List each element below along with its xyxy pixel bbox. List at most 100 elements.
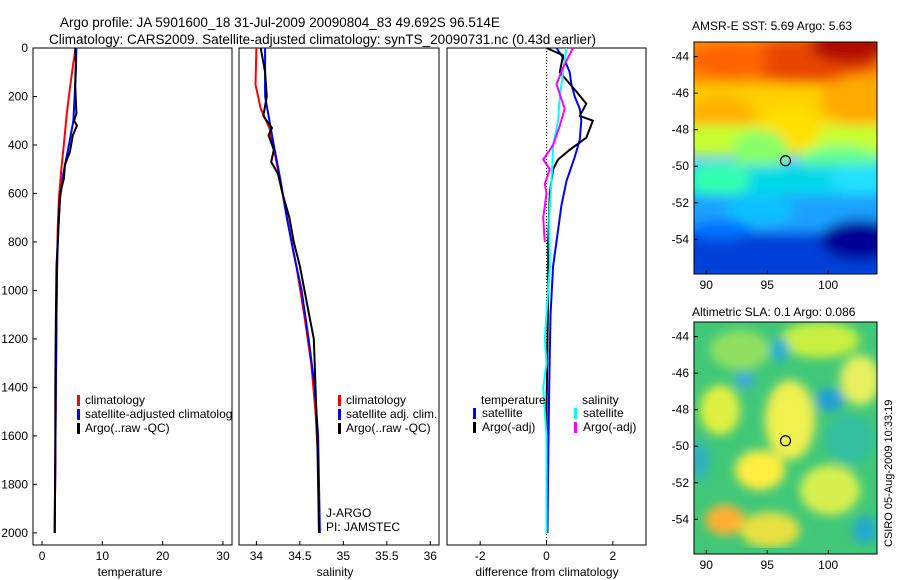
map-x-tick-label: 95 [761, 278, 775, 292]
series-line-salinity-argo-adj- [542, 47, 574, 243]
sst-map-title: AMSR-E SST: 5.69 Argo: 5.63 [692, 19, 852, 33]
credit-timestamp: CSIRO 05-Aug-2009 10:33:19 [883, 400, 895, 547]
x-tick-label: 30 [216, 549, 230, 563]
x-tick-label: 10 [96, 549, 110, 563]
temperature-panel: 0 200 400 600 800 1000 1200 1400 1600 1800 2000 0 1… [1, 41, 233, 579]
salinity-axes-box [238, 47, 440, 546]
sst-map-panel: AMSR-E SST: 5.69 Argo: 5.63 [672, 19, 878, 292]
legend-swatch [338, 423, 341, 434]
legend-label: satellite [482, 406, 523, 420]
legend-title-temperature: temperature [481, 393, 546, 407]
map-y-tick-label: -44 [672, 50, 690, 64]
map-y-tick-label: -54 [672, 512, 690, 526]
map-y-tick-label: -48 [672, 403, 690, 417]
sst-map-ticks: 90 95 100 -44 -46 -48 -50 -52 -54 [672, 50, 839, 292]
header-line-1: Argo profile: JA 5901600_18 31-Jul-2009 … [60, 15, 500, 30]
salinity-panel: 34 34.5 35 35.5 36 salinity climatologysatel… [238, 47, 440, 579]
difference-axis-ticks: -2 0 2 [475, 541, 616, 563]
y-tick-label: 200 [8, 89, 28, 103]
legend-label: Argo(-adj) [482, 420, 535, 434]
series-line-argo [53, 47, 78, 533]
legend-swatch [338, 409, 341, 420]
series-line-temperature-argo-adj- [545, 47, 594, 533]
map-x-tick-label: 95 [761, 558, 775, 572]
x-tick-label: 34.5 [288, 549, 312, 563]
legend-swatch [77, 395, 80, 406]
sst-map-field [694, 42, 877, 274]
legend-label: Argo(-adj) [583, 420, 636, 434]
legend-label: climatology [85, 393, 145, 407]
legend-swatch [574, 422, 577, 433]
x-tick-label: 34 [250, 549, 264, 563]
temperature-axis-label: temperature [98, 565, 163, 579]
sla-map-panel: Altimetric SLA: 0.1 Argo: 0.086 [672, 305, 878, 572]
map-y-tick-label: -50 [672, 159, 690, 173]
y-tick-label: 2000 [1, 526, 28, 540]
x-tick-label: 20 [156, 549, 170, 563]
map-x-tick-label: 100 [818, 278, 838, 292]
y-tick-label: 1400 [1, 380, 28, 394]
salinity-axis-ticks: 34 34.5 35 35.5 36 [250, 541, 438, 563]
sla-map-title: Altimetric SLA: 0.1 Argo: 0.086 [692, 305, 856, 319]
legend-swatch [338, 395, 341, 406]
y-tick-label: 400 [8, 138, 28, 152]
map-x-tick-label: 90 [700, 558, 714, 572]
x-tick-label: 35 [337, 549, 351, 563]
y-tick-label: 1200 [1, 332, 28, 346]
programme-annotation: J-ARGO [326, 506, 371, 520]
legend-label: satellite [583, 406, 624, 420]
map-y-tick-label: -48 [672, 123, 690, 137]
temperature-axis-ticks: 0 10 20 30 [39, 541, 230, 563]
map-y-tick-label: -54 [672, 232, 690, 246]
sla-map-field [694, 322, 877, 554]
argo-float-marker-sst [779, 155, 792, 167]
argo-float-marker-sla [779, 435, 792, 447]
temperature-axes-box [32, 47, 233, 546]
map-y-tick-label: -46 [672, 366, 690, 380]
map-x-tick-label: 100 [818, 558, 838, 572]
map-y-tick-label: -52 [672, 196, 690, 210]
legend-label: climatology [346, 393, 406, 407]
map-y-tick-label: -44 [672, 330, 690, 344]
x-tick-label: 0 [39, 549, 46, 563]
legend-swatch [77, 409, 80, 420]
y-tick-label: 1000 [1, 283, 28, 297]
salinity-profile-lines [254, 47, 321, 533]
x-tick-label: 36 [424, 549, 438, 563]
map-y-tick-label: -52 [672, 476, 690, 490]
series-line-temperature-satellite [546, 47, 583, 533]
legend-swatch [473, 408, 476, 419]
map-y-tick-label: -50 [672, 439, 690, 453]
legend-swatch [473, 422, 476, 433]
x-tick-label: -2 [475, 549, 486, 563]
sla-map-frame [693, 321, 878, 555]
salinity-axis-label: salinity [317, 565, 354, 579]
map-y-tick-label: -46 [672, 86, 690, 100]
depth-axis-ticks: 0 200 400 600 800 1000 1200 1400 1600 1800 2000 [1, 41, 37, 540]
x-tick-label: 35.5 [375, 549, 399, 563]
map-x-tick-label: 90 [700, 278, 714, 292]
legend-swatch [77, 423, 80, 434]
legend-label: satellite adj. clim. [346, 407, 437, 421]
y-tick-label: 1800 [1, 477, 28, 491]
x-tick-label: 2 [609, 549, 616, 563]
y-tick-label: 1600 [1, 429, 28, 443]
legend-label: Argo(..raw -QC) [85, 421, 170, 435]
header-line-2: Climatology: CARS2009. Satellite-adjuste… [49, 32, 596, 47]
legend-label: satellite-adjusted climatolog [85, 407, 232, 421]
difference-profile-lines [542, 47, 594, 533]
pi-annotation: PI: JAMSTEC [326, 520, 400, 534]
y-tick-label: 800 [8, 235, 28, 249]
temperature-profile-lines [53, 47, 78, 533]
x-tick-label: 0 [543, 549, 550, 563]
series-line-argo [259, 47, 320, 533]
y-tick-label: 0 [21, 41, 28, 55]
y-tick-label: 600 [8, 186, 28, 200]
legend-label: Argo(..raw -QC) [346, 421, 431, 435]
sla-map-ticks: 90 95 100 -44 -46 -48 -50 -52 -54 [672, 330, 839, 572]
sst-map-frame [693, 41, 878, 275]
